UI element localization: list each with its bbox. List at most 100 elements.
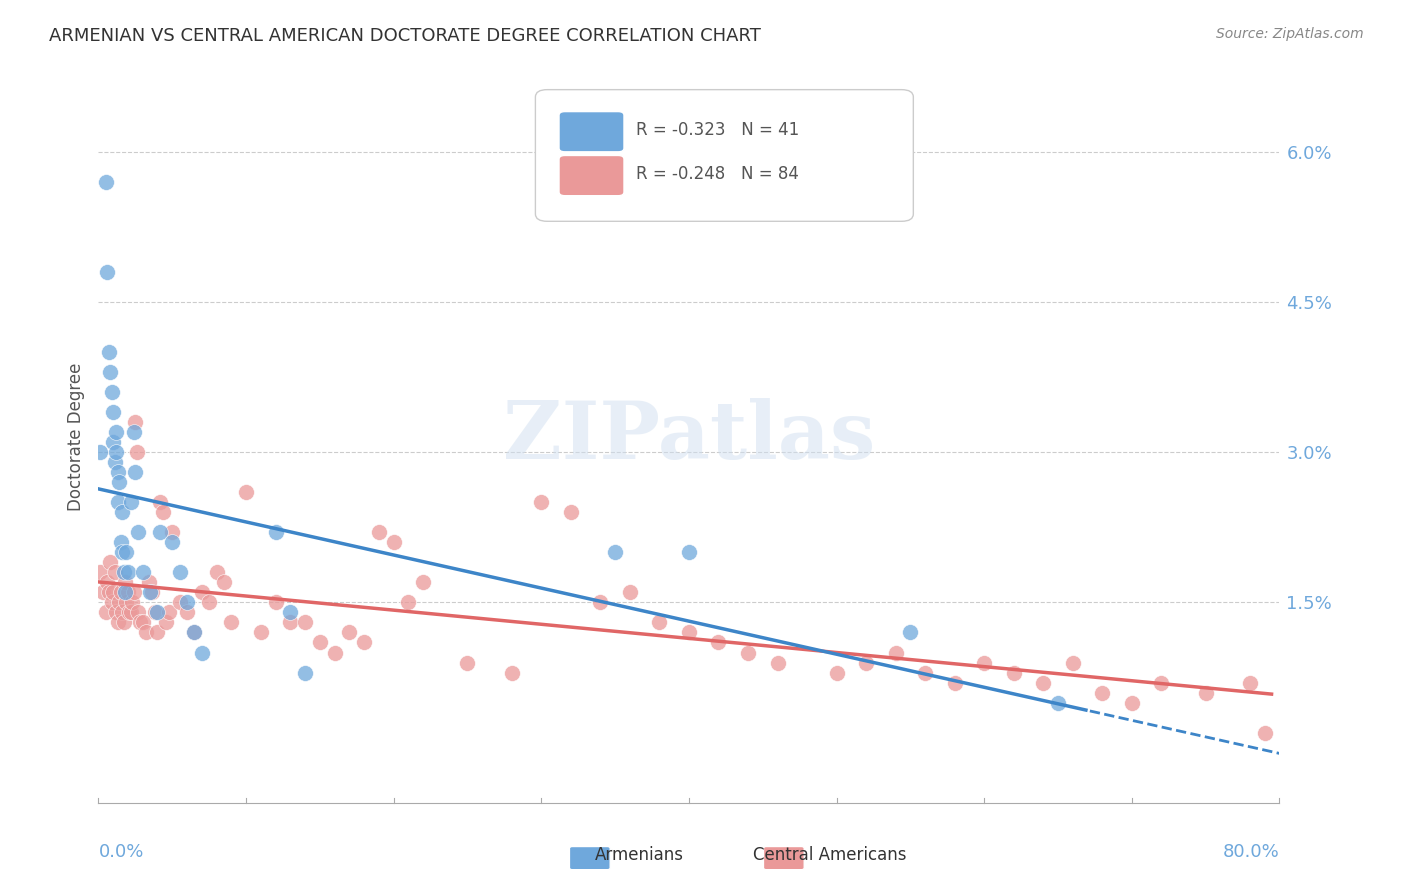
- Point: [678, 625, 700, 640]
- Y-axis label: Doctorate Degree: Doctorate Degree: [66, 363, 84, 511]
- Point: [124, 415, 146, 429]
- Point: [323, 646, 346, 660]
- Point: [111, 545, 134, 559]
- Point: [146, 625, 169, 640]
- Point: [107, 495, 129, 509]
- Point: [1002, 665, 1025, 680]
- Text: Armenians: Armenians: [595, 846, 685, 863]
- Point: [368, 525, 391, 540]
- Point: [117, 566, 139, 580]
- Point: [183, 625, 205, 640]
- Point: [707, 635, 730, 649]
- Point: [560, 505, 582, 519]
- Point: [943, 675, 966, 690]
- Point: [105, 425, 128, 439]
- Point: [155, 615, 177, 630]
- Point: [1121, 696, 1143, 710]
- Point: [264, 595, 287, 609]
- Point: [94, 175, 117, 189]
- Point: [138, 575, 160, 590]
- Point: [120, 606, 142, 620]
- Point: [501, 665, 523, 680]
- Point: [250, 625, 273, 640]
- Point: [1150, 675, 1173, 690]
- Point: [456, 656, 478, 670]
- Point: [103, 405, 125, 419]
- Point: [97, 585, 120, 599]
- Point: [149, 525, 172, 540]
- Text: ZIPatlas: ZIPatlas: [503, 398, 875, 476]
- Point: [278, 606, 302, 620]
- Point: [382, 535, 405, 549]
- Text: Central Americans: Central Americans: [752, 846, 907, 863]
- Point: [111, 505, 134, 519]
- Point: [114, 575, 136, 590]
- Point: [191, 646, 214, 660]
- FancyBboxPatch shape: [560, 155, 624, 195]
- Point: [212, 575, 235, 590]
- Point: [127, 525, 149, 540]
- Point: [125, 445, 148, 459]
- Point: [103, 585, 125, 599]
- Point: [353, 635, 375, 649]
- Point: [105, 445, 128, 459]
- Point: [1046, 696, 1069, 710]
- Text: R = -0.323   N = 41: R = -0.323 N = 41: [636, 121, 799, 139]
- Point: [412, 575, 434, 590]
- Point: [339, 625, 360, 640]
- Point: [162, 525, 183, 540]
- Point: [107, 615, 129, 630]
- Point: [176, 595, 198, 609]
- Point: [157, 606, 180, 620]
- Point: [120, 495, 142, 509]
- Point: [139, 585, 162, 599]
- Point: [766, 656, 789, 670]
- Text: R = -0.248   N = 84: R = -0.248 N = 84: [636, 165, 799, 183]
- Point: [169, 595, 191, 609]
- Point: [122, 585, 145, 599]
- Point: [98, 365, 121, 379]
- Point: [115, 595, 138, 609]
- Point: [108, 475, 131, 490]
- Point: [176, 606, 198, 620]
- Point: [114, 585, 136, 599]
- Point: [219, 615, 242, 630]
- Point: [149, 495, 172, 509]
- Point: [855, 656, 877, 670]
- Point: [115, 545, 138, 559]
- Point: [589, 595, 612, 609]
- Point: [89, 445, 111, 459]
- Point: [141, 585, 163, 599]
- Point: [205, 566, 228, 580]
- Point: [117, 585, 139, 599]
- Point: [1091, 685, 1114, 699]
- Point: [198, 595, 221, 609]
- Point: [648, 615, 671, 630]
- Point: [112, 566, 135, 580]
- Text: 0.0%: 0.0%: [98, 843, 143, 861]
- Point: [152, 505, 174, 519]
- Point: [128, 615, 150, 630]
- FancyBboxPatch shape: [536, 90, 914, 221]
- Point: [183, 625, 205, 640]
- Point: [294, 665, 316, 680]
- Point: [135, 625, 157, 640]
- Point: [309, 635, 332, 649]
- Point: [1062, 656, 1084, 670]
- Point: [530, 495, 553, 509]
- Point: [105, 606, 128, 620]
- Point: [104, 566, 127, 580]
- Point: [1032, 675, 1054, 690]
- Point: [124, 465, 146, 479]
- Point: [884, 646, 907, 660]
- Point: [98, 555, 121, 569]
- Point: [132, 566, 155, 580]
- Point: [396, 595, 419, 609]
- Point: [973, 656, 995, 670]
- Point: [118, 606, 141, 620]
- Point: [100, 595, 122, 609]
- Point: [1254, 725, 1277, 739]
- Point: [112, 615, 135, 630]
- Point: [127, 606, 149, 620]
- Point: [122, 425, 145, 439]
